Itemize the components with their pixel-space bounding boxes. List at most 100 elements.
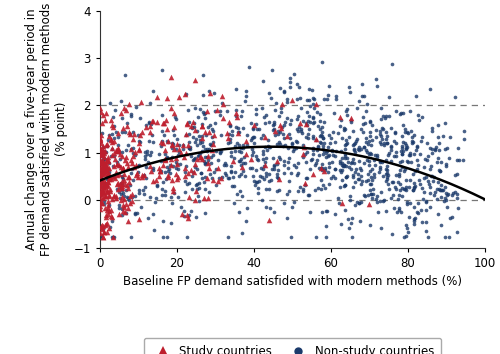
- Point: [442, 197, 450, 202]
- Point: [410, 221, 418, 227]
- Point: [201, 175, 209, 180]
- Point: [231, 148, 239, 154]
- Point: [270, 126, 278, 132]
- Point: [348, 159, 356, 165]
- Point: [416, 182, 424, 187]
- Point: [270, 163, 278, 169]
- Point: [202, 110, 209, 116]
- Point: [403, 199, 411, 205]
- Point: [136, 216, 143, 222]
- Point: [237, 162, 245, 167]
- Point: [126, 111, 134, 117]
- Point: [410, 151, 418, 156]
- Point: [238, 142, 246, 148]
- Point: [108, 235, 116, 240]
- Point: [358, 199, 366, 205]
- Point: [278, 105, 285, 111]
- Point: [277, 109, 285, 115]
- Point: [101, 156, 109, 162]
- Point: [350, 169, 358, 175]
- Point: [356, 177, 364, 182]
- Point: [232, 191, 240, 196]
- Point: [295, 84, 303, 90]
- Point: [166, 162, 174, 168]
- Point: [278, 101, 285, 107]
- Point: [102, 160, 110, 165]
- Point: [410, 180, 418, 185]
- Point: [375, 170, 383, 175]
- Point: [345, 84, 353, 90]
- Point: [96, 166, 104, 172]
- Point: [460, 137, 468, 142]
- Point: [104, 209, 112, 214]
- Point: [107, 154, 115, 159]
- Point: [106, 177, 114, 182]
- Point: [373, 154, 381, 160]
- Point: [158, 120, 166, 126]
- Point: [450, 94, 458, 99]
- Point: [114, 187, 122, 192]
- Point: [146, 129, 154, 135]
- Point: [115, 202, 123, 208]
- Point: [343, 155, 351, 161]
- Point: [426, 185, 434, 190]
- Point: [368, 174, 376, 180]
- Point: [226, 137, 234, 142]
- Point: [274, 175, 282, 181]
- Point: [384, 182, 392, 187]
- Point: [232, 107, 240, 113]
- Point: [390, 138, 398, 144]
- Point: [107, 207, 115, 213]
- Point: [363, 157, 371, 163]
- Point: [386, 113, 394, 119]
- Point: [225, 175, 233, 181]
- Point: [101, 180, 109, 186]
- Point: [150, 228, 158, 233]
- Point: [300, 154, 308, 160]
- Point: [310, 95, 318, 101]
- Point: [342, 140, 350, 146]
- Point: [116, 198, 124, 203]
- Point: [356, 165, 364, 171]
- Point: [96, 230, 104, 235]
- Point: [168, 145, 175, 150]
- Point: [212, 108, 220, 114]
- Point: [98, 178, 106, 184]
- Point: [358, 178, 366, 184]
- Point: [100, 184, 108, 190]
- Point: [305, 97, 313, 102]
- Point: [136, 139, 144, 144]
- Point: [398, 151, 406, 156]
- Point: [230, 183, 238, 189]
- Point: [202, 129, 209, 135]
- Point: [174, 194, 182, 200]
- Point: [298, 105, 306, 111]
- Point: [104, 166, 112, 171]
- Point: [150, 165, 158, 171]
- Point: [191, 197, 199, 203]
- Point: [304, 118, 312, 124]
- Point: [197, 154, 205, 160]
- Point: [362, 150, 370, 155]
- Point: [418, 134, 426, 140]
- Point: [96, 173, 104, 178]
- Point: [124, 198, 132, 203]
- Point: [188, 124, 196, 130]
- Point: [108, 122, 116, 128]
- Point: [226, 124, 234, 129]
- Point: [294, 113, 302, 119]
- Point: [262, 204, 270, 210]
- Point: [414, 210, 422, 216]
- Point: [252, 111, 260, 117]
- Point: [98, 120, 106, 126]
- Point: [138, 172, 146, 178]
- Point: [115, 162, 123, 168]
- Point: [166, 166, 173, 172]
- Point: [338, 155, 346, 161]
- Point: [153, 182, 161, 187]
- Point: [154, 183, 162, 189]
- Point: [254, 190, 262, 195]
- Point: [175, 94, 183, 100]
- Point: [108, 145, 116, 151]
- Point: [262, 186, 270, 192]
